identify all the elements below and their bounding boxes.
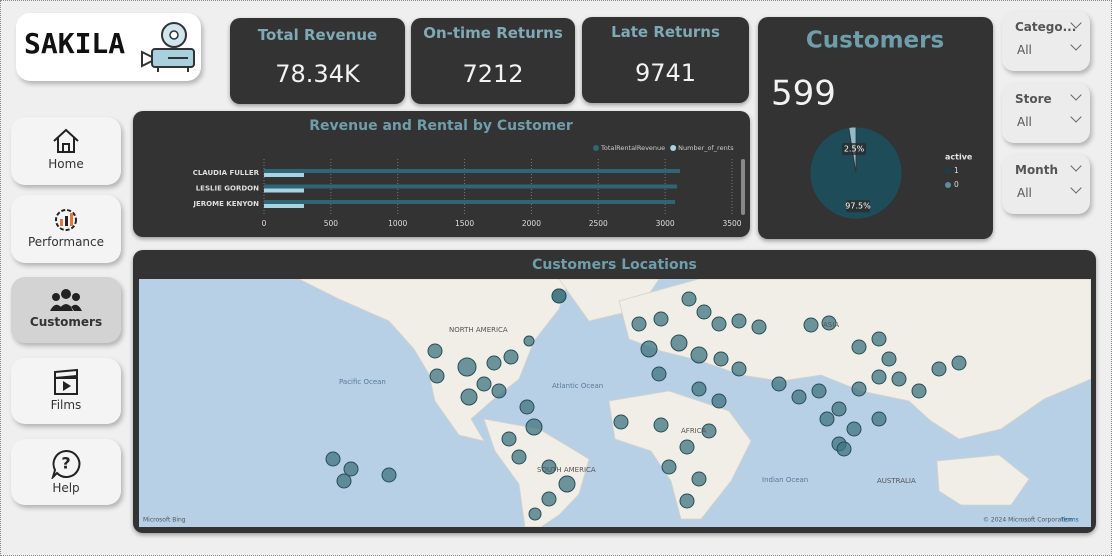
- kpi-title: Total Revenue: [257, 26, 378, 44]
- y-tick-label: JEROME KENYON: [192, 200, 259, 208]
- films-icon: [54, 368, 78, 395]
- map-label: AUSTRALIA: [877, 477, 916, 485]
- map-title: Customers Locations: [532, 257, 697, 273]
- x-tick-label: 500: [324, 219, 339, 228]
- legend-label: 0: [954, 180, 959, 189]
- x-tick-label: 1000: [388, 219, 407, 228]
- x-tick-label: 0: [262, 219, 267, 228]
- legend-label: TotalRentalRevenue: [600, 144, 665, 152]
- legend-title: active: [945, 153, 973, 162]
- map-attribution: Microsoft Bing: [143, 517, 186, 524]
- slicer-value: All: [1017, 186, 1032, 200]
- map-label: NORTH AMERICA: [449, 326, 508, 334]
- x-tick-label: 1500: [455, 219, 474, 228]
- slicer-title: Month: [1015, 163, 1059, 177]
- x-tick-label: 2000: [522, 219, 541, 228]
- bar: [264, 204, 304, 208]
- kpi-card: On-time Returns 7212: [411, 18, 575, 104]
- map-labels: NORTH AMERICA Pacific Ocean Atlantic Oce…: [143, 321, 1079, 524]
- customers-icon: [50, 289, 82, 311]
- legend-label: Number_of_rents: [678, 144, 734, 152]
- slicer-title: Store: [1015, 92, 1052, 106]
- slicer[interactable]: Store All: [1002, 83, 1090, 143]
- nav-button[interactable]: Performance: [11, 195, 121, 263]
- chevron: [1070, 89, 1082, 101]
- kpi-card: Total Revenue 78.34K: [230, 18, 405, 104]
- chevron: [1070, 182, 1082, 194]
- location-markers: [325, 288, 967, 521]
- slicer-title: Catego...: [1015, 20, 1077, 34]
- legend-swatch: [670, 145, 677, 151]
- nav-label: Help: [52, 481, 80, 495]
- nav-button[interactable]: ? Help: [11, 439, 121, 505]
- card-title: Customers: [806, 28, 944, 54]
- bar: [264, 184, 678, 189]
- slicer[interactable]: Month All: [1002, 154, 1090, 214]
- label-bg: [845, 200, 870, 213]
- logo-card: SAKILA: [16, 13, 201, 81]
- slicer-value: All: [1017, 115, 1032, 129]
- map[interactable]: NORTH AMERICA Pacific Ocean Atlantic Oce…: [139, 279, 1091, 527]
- help-icon: ?: [51, 449, 81, 479]
- slicer[interactable]: Catego... All: [1002, 11, 1090, 71]
- map-terms[interactable]: Terms: [1060, 517, 1079, 524]
- legend-swatch: [593, 145, 599, 151]
- bar-panel: Revenue and Rental by Customer 0 500 1000 1…: [133, 111, 750, 237]
- nav-button[interactable]: Films: [11, 358, 121, 424]
- map-label: SOUTH AMERICA: [537, 466, 596, 474]
- nav-button[interactable]: Customers: [11, 277, 121, 343]
- nav-label: Performance: [27, 235, 105, 249]
- kpi-title: Late Returns: [611, 23, 720, 41]
- y-tick-label: CLAUDIA FULLER: [193, 169, 260, 177]
- nav-label: Customers: [29, 315, 103, 329]
- map-label: Indian Ocean: [762, 476, 808, 484]
- legend-label: 1: [954, 166, 959, 175]
- data-label: 2.5%: [844, 145, 865, 154]
- bar: [264, 200, 676, 204]
- legend-swatch: [945, 168, 951, 174]
- chart-title: Revenue and Rental by Customer: [309, 118, 573, 134]
- scrollbar[interactable]: [741, 159, 745, 215]
- bar: [264, 169, 680, 173]
- chevron: [1070, 39, 1082, 51]
- map-label: AFRICA: [681, 427, 707, 435]
- kpi-value: 7212: [462, 60, 524, 88]
- map-label: Atlantic Ocean: [552, 382, 603, 390]
- x-tick-label: 3000: [656, 219, 675, 228]
- kpi-title: On-time Returns: [423, 24, 563, 42]
- chevron: [1070, 111, 1082, 123]
- chevron: [1070, 160, 1082, 172]
- svg-text:?: ?: [61, 454, 70, 473]
- customers-card: Customers 599 active 97.5% 2.5% 1 0: [758, 17, 993, 239]
- bar-chart: Revenue and Rental by Customer 0 500 1000 1…: [192, 118, 745, 228]
- legend-swatch: [945, 182, 951, 188]
- x-tick-label: 3500: [722, 219, 741, 228]
- logo-text: SAKILA: [24, 27, 126, 60]
- kpi-card: Late Returns 9741: [582, 17, 749, 103]
- label-bg: [842, 143, 867, 155]
- kpi-value: 78.34K: [275, 60, 360, 88]
- logo-icon: [141, 22, 195, 72]
- bar: [264, 173, 304, 177]
- home-icon: [53, 128, 79, 153]
- x-tick-label: 2500: [589, 219, 608, 228]
- map-label: Pacific Ocean: [339, 378, 386, 386]
- map-label: ASIA: [823, 321, 839, 329]
- performance-icon: [55, 209, 77, 231]
- nav-label: Home: [48, 157, 84, 171]
- data-label: 97.5%: [845, 202, 871, 211]
- nav-label: Films: [50, 398, 82, 412]
- y-tick-label: LESLIE GORDON: [196, 185, 259, 193]
- nav-button[interactable]: Home: [11, 117, 121, 185]
- pie-chart: Customers 599 active 97.5% 2.5% 1 0: [771, 28, 973, 220]
- slicer-value: All: [1017, 43, 1032, 57]
- bar: [264, 188, 304, 193]
- kpi-value: 9741: [634, 59, 697, 87]
- map-copyright: © 2024 Microsoft Corporation: [983, 517, 1073, 524]
- customer-count: 599: [771, 74, 836, 114]
- map-panel: Customers Locations NORTH AMERICA Pacifi…: [133, 250, 1096, 533]
